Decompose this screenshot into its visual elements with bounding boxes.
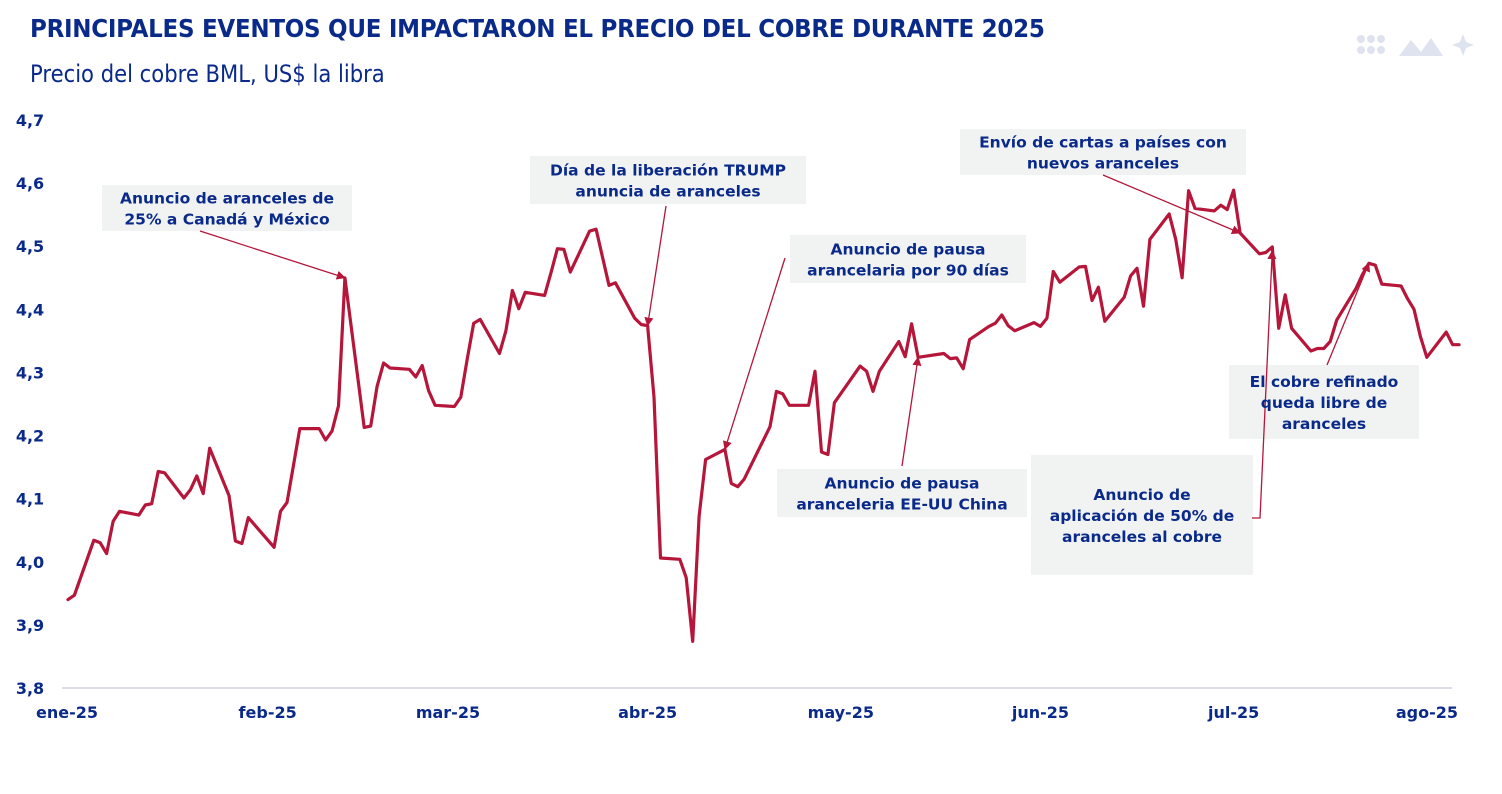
annotation-anuncio-de-pausa-3-line-1: aranceleria EE-UU China [796, 496, 1007, 514]
annotation-el-cobre-refinado-6-arrow [1326, 262, 1370, 366]
annotation-anuncio-de-pausa-2-line-1: arancelaria por 90 días [807, 262, 1009, 280]
annotation-el-cobre-refinado-6-line-1: queda libre de [1261, 394, 1387, 412]
annotation-envio-de-cartas-a-paises-con-4-arrow [1102, 174, 1241, 234]
annotation-dia-de-la-liberacion-trump-1-arrow [644, 205, 667, 327]
y-tick-4-2: 4,2 [16, 427, 44, 446]
annotation-anuncio-de-5-arrow [1252, 249, 1277, 519]
annotation-anuncio-de-5-line-2: aranceles al cobre [1062, 528, 1222, 546]
annotation-anuncio-de-pausa-2-box [790, 235, 1026, 283]
x-tick-abr-25: abr-25 [618, 703, 677, 722]
annotation-anuncio-de-5-line-1: aplicación de 50% de [1050, 507, 1235, 525]
annotation-anuncio-de-pausa-3-box [777, 469, 1027, 517]
annotation-anuncio-de-5-box [1031, 455, 1253, 575]
y-tick-4-5: 4,5 [16, 237, 44, 256]
annotation-dia-de-la-liberacion-trump-1-line-1: anuncia de aranceles [575, 183, 760, 201]
y-tick-4-1: 4,1 [16, 490, 44, 509]
x-tick-ene-25: ene-25 [36, 703, 98, 722]
annotation-envio-de-cartas-a-paises-con-4-line-1: nuevos aranceles [1027, 155, 1179, 173]
annotation-anuncio-de-pausa-2-arrow [722, 257, 786, 451]
annotation-anuncio-de-aranceles-de-0-line-0: Anuncio de aranceles de [120, 190, 334, 208]
annotation-dia-de-la-liberacion-trump-1-line-0: Día de la liberación TRUMP [550, 162, 786, 180]
y-tick-3-9: 3,9 [16, 616, 44, 635]
y-tick-3-8: 3,8 [16, 679, 44, 698]
brand-logo-icon [1357, 34, 1474, 56]
annotation-anuncio-de-5-line-0: Anuncio de [1093, 486, 1190, 504]
x-tick-may-25: may-25 [808, 703, 874, 722]
x-tick-mar-25: mar-25 [416, 703, 480, 722]
annotation-anuncio-de-pausa-2-line-0: Anuncio de pausa [831, 241, 986, 259]
annotation-el-cobre-refinado-6-line-2: aranceles [1282, 415, 1366, 433]
series-line-copper-price [66, 188, 1461, 643]
annotation-envio-de-cartas-a-paises-con-4-line-0: Envío de cartas a países con [979, 134, 1227, 152]
annotation-anuncio-de-pausa-3-line-0: Anuncio de pausa [825, 475, 980, 493]
annotation-envio-de-cartas-a-paises-con-4-box [960, 129, 1246, 175]
x-tick-feb-25: feb-25 [239, 703, 297, 722]
chart-title: PRINCIPALES EVENTOS QUE IMPACTARON EL PR… [30, 14, 1045, 43]
y-tick-4-3: 4,3 [16, 363, 44, 382]
annotation-dia-de-la-liberacion-trump-1-box [530, 156, 806, 204]
annotation-el-cobre-refinado-6-box [1229, 365, 1419, 439]
y-tick-4-0: 4,0 [16, 553, 44, 572]
x-tick-jul-25: jul-25 [1207, 703, 1259, 722]
annotation-el-cobre-refinado-6-line-0: El cobre refinado [1250, 373, 1399, 391]
annotation-anuncio-de-aranceles-de-0-arrow [199, 230, 346, 280]
annotation-anuncio-de-aranceles-de-0-line-1: 25% a Canadá y México [124, 211, 329, 229]
y-tick-4-4: 4,4 [16, 300, 44, 319]
y-tick-4-7: 4,7 [16, 111, 44, 130]
annotation-anuncio-de-aranceles-de-0-box [102, 185, 352, 231]
x-tick-ago-25: ago-25 [1396, 703, 1458, 722]
y-tick-4-6: 4,6 [16, 174, 44, 193]
x-tick-jun-25: jun-25 [1011, 703, 1069, 722]
chart-subtitle: Precio del cobre BML, US$ la libra [30, 60, 385, 88]
annotation-anuncio-de-pausa-3-arrow [901, 356, 922, 467]
